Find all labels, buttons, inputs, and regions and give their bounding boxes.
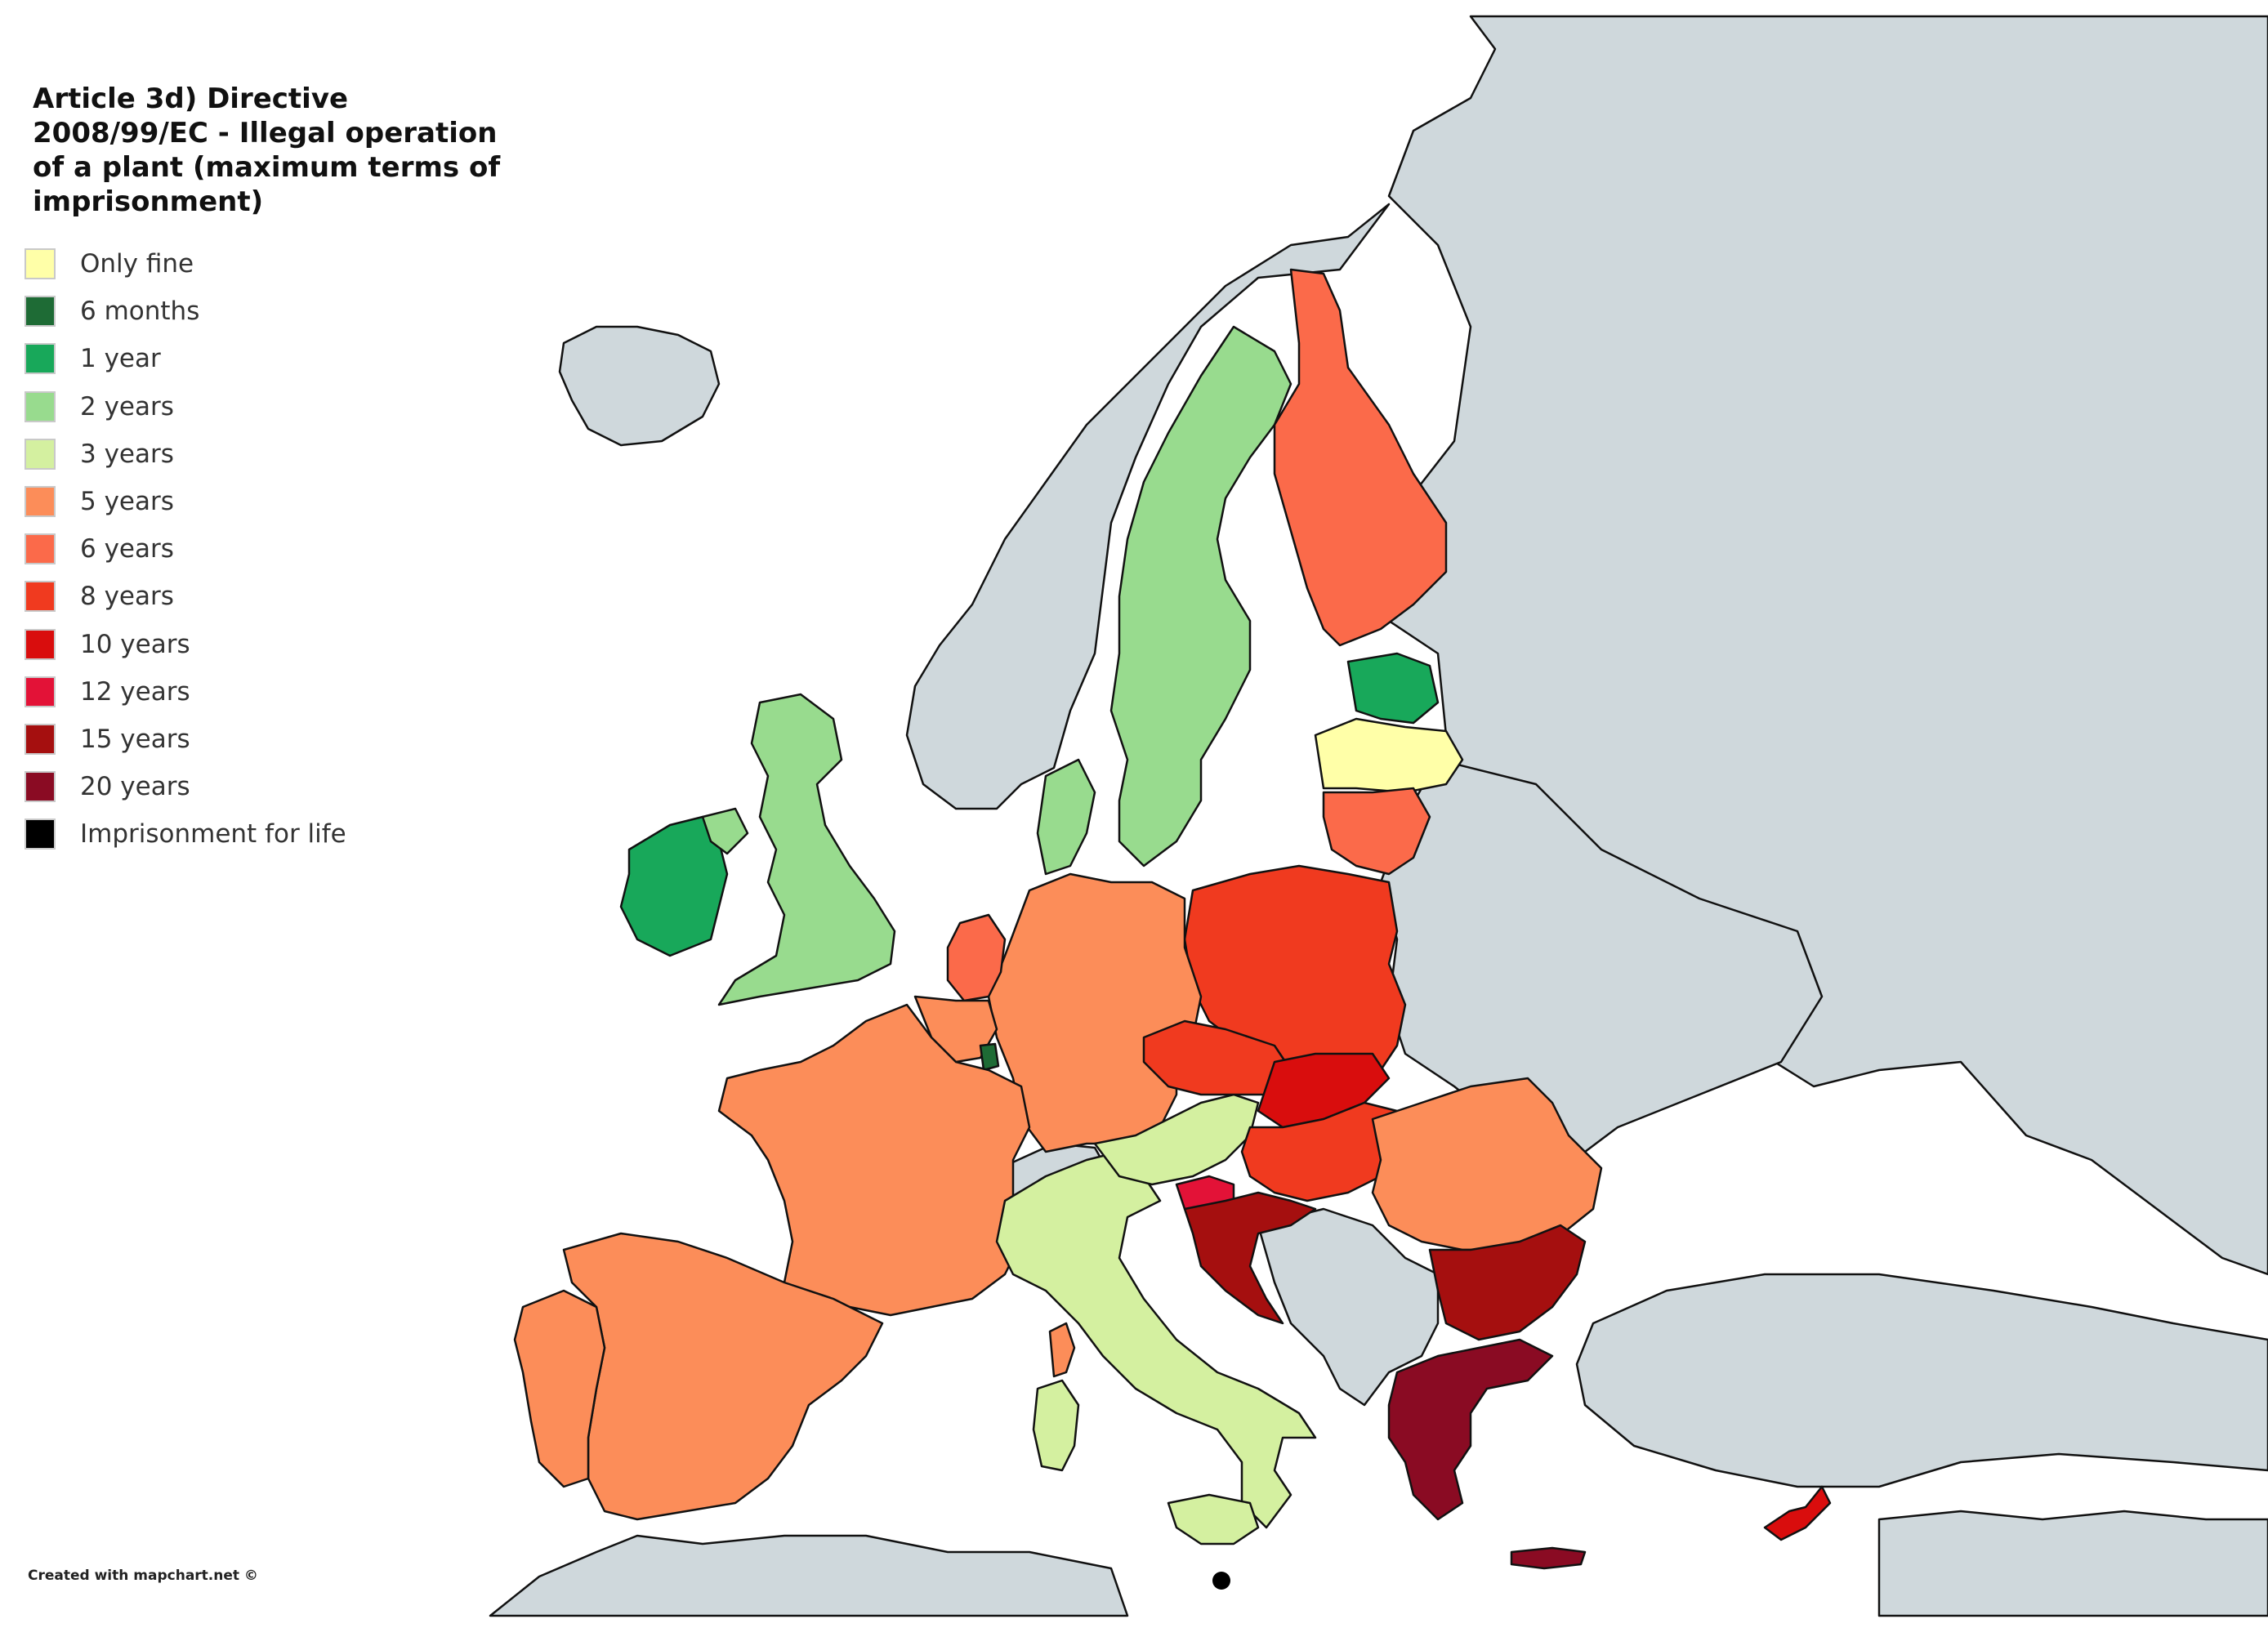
credit-text: Created with mapchart.net © (28, 1568, 258, 1584)
legend-item: 10 years (25, 621, 346, 668)
region-western-balkans (1257, 1207, 1440, 1407)
region-ireland (619, 815, 729, 957)
region-estonia (1346, 652, 1440, 725)
legend-label: 1 year (80, 344, 161, 374)
legend-item: 2 years (25, 383, 346, 430)
region-crete (1510, 1546, 1587, 1570)
legend-item: 1 year (25, 335, 346, 382)
region-luxembourg (979, 1042, 1000, 1072)
legend-label: 5 years (80, 487, 174, 517)
region-cyprus (1763, 1485, 1832, 1541)
legend-swatch (25, 533, 56, 565)
region-croatia (1183, 1191, 1317, 1325)
region-corsica (1048, 1322, 1076, 1378)
region-united-kingdom (717, 693, 896, 1006)
legend-item: 3 years (25, 430, 346, 478)
legend-swatch (25, 676, 56, 707)
legend-swatch (25, 248, 56, 280)
legend-label: 10 years (80, 629, 190, 659)
region-latvia (1314, 717, 1464, 794)
region-italy (995, 1150, 1317, 1529)
region-denmark (1036, 758, 1096, 876)
legend-title: Article 3d) Directive 2008/99/EC - Illeg… (33, 83, 501, 218)
region-middle-east (1877, 1510, 2268, 1617)
legend-swatch (25, 723, 56, 755)
legend-swatch (25, 771, 56, 803)
legend-swatch (25, 390, 56, 422)
region-sicily (1167, 1493, 1260, 1545)
legend-label: 15 years (80, 724, 190, 754)
legend-label: 3 years (80, 439, 174, 469)
legend-item: 8 years (25, 573, 346, 620)
region-northern-ireland (701, 807, 749, 855)
region-germany (987, 872, 1203, 1153)
legend-swatch (25, 343, 56, 375)
region-sardinia (1032, 1379, 1080, 1472)
legend-swatch (25, 628, 56, 660)
legend-swatch (25, 296, 56, 328)
region-romania (1371, 1077, 1603, 1251)
region-norway (905, 203, 1391, 810)
region-greece (1387, 1338, 1554, 1521)
legend-item: Only fine (25, 240, 346, 288)
region-netherlands (946, 913, 1007, 1002)
legend-item: 20 years (25, 763, 346, 810)
legend: Only fine 6 months 1 year 2 years 3 year… (25, 240, 346, 858)
legend-item: Imprisonment for life (25, 810, 346, 858)
legend-swatch (25, 486, 56, 518)
legend-item: 5 years (25, 478, 346, 525)
legend-label: 6 months (80, 297, 200, 327)
legend-label: 6 years (80, 534, 174, 564)
legend-item: 6 years (25, 525, 346, 573)
region-austria (1093, 1093, 1260, 1186)
region-finland (1273, 268, 1448, 647)
legend-label: 2 years (80, 391, 174, 421)
region-portugal (513, 1289, 606, 1488)
legend-label: 8 years (80, 582, 174, 612)
region-iceland (558, 325, 721, 447)
legend-label: Only fine (80, 249, 194, 279)
region-north-africa (489, 1534, 1129, 1617)
region-lithuania (1322, 787, 1431, 876)
region-turkey (1575, 1273, 2268, 1488)
legend-label: 20 years (80, 772, 190, 802)
region-bulgaria (1428, 1224, 1587, 1341)
legend-swatch (25, 581, 56, 613)
legend-label: Imprisonment for life (80, 819, 346, 850)
region-malta (1212, 1572, 1230, 1590)
region-sweden (1109, 325, 1292, 868)
legend-swatch (25, 818, 56, 850)
legend-item: 15 years (25, 716, 346, 763)
region-poland (1183, 864, 1407, 1080)
legend-label: 12 years (80, 676, 190, 707)
legend-swatch (25, 438, 56, 470)
legend-item: 6 months (25, 288, 346, 335)
legend-item: 12 years (25, 668, 346, 716)
